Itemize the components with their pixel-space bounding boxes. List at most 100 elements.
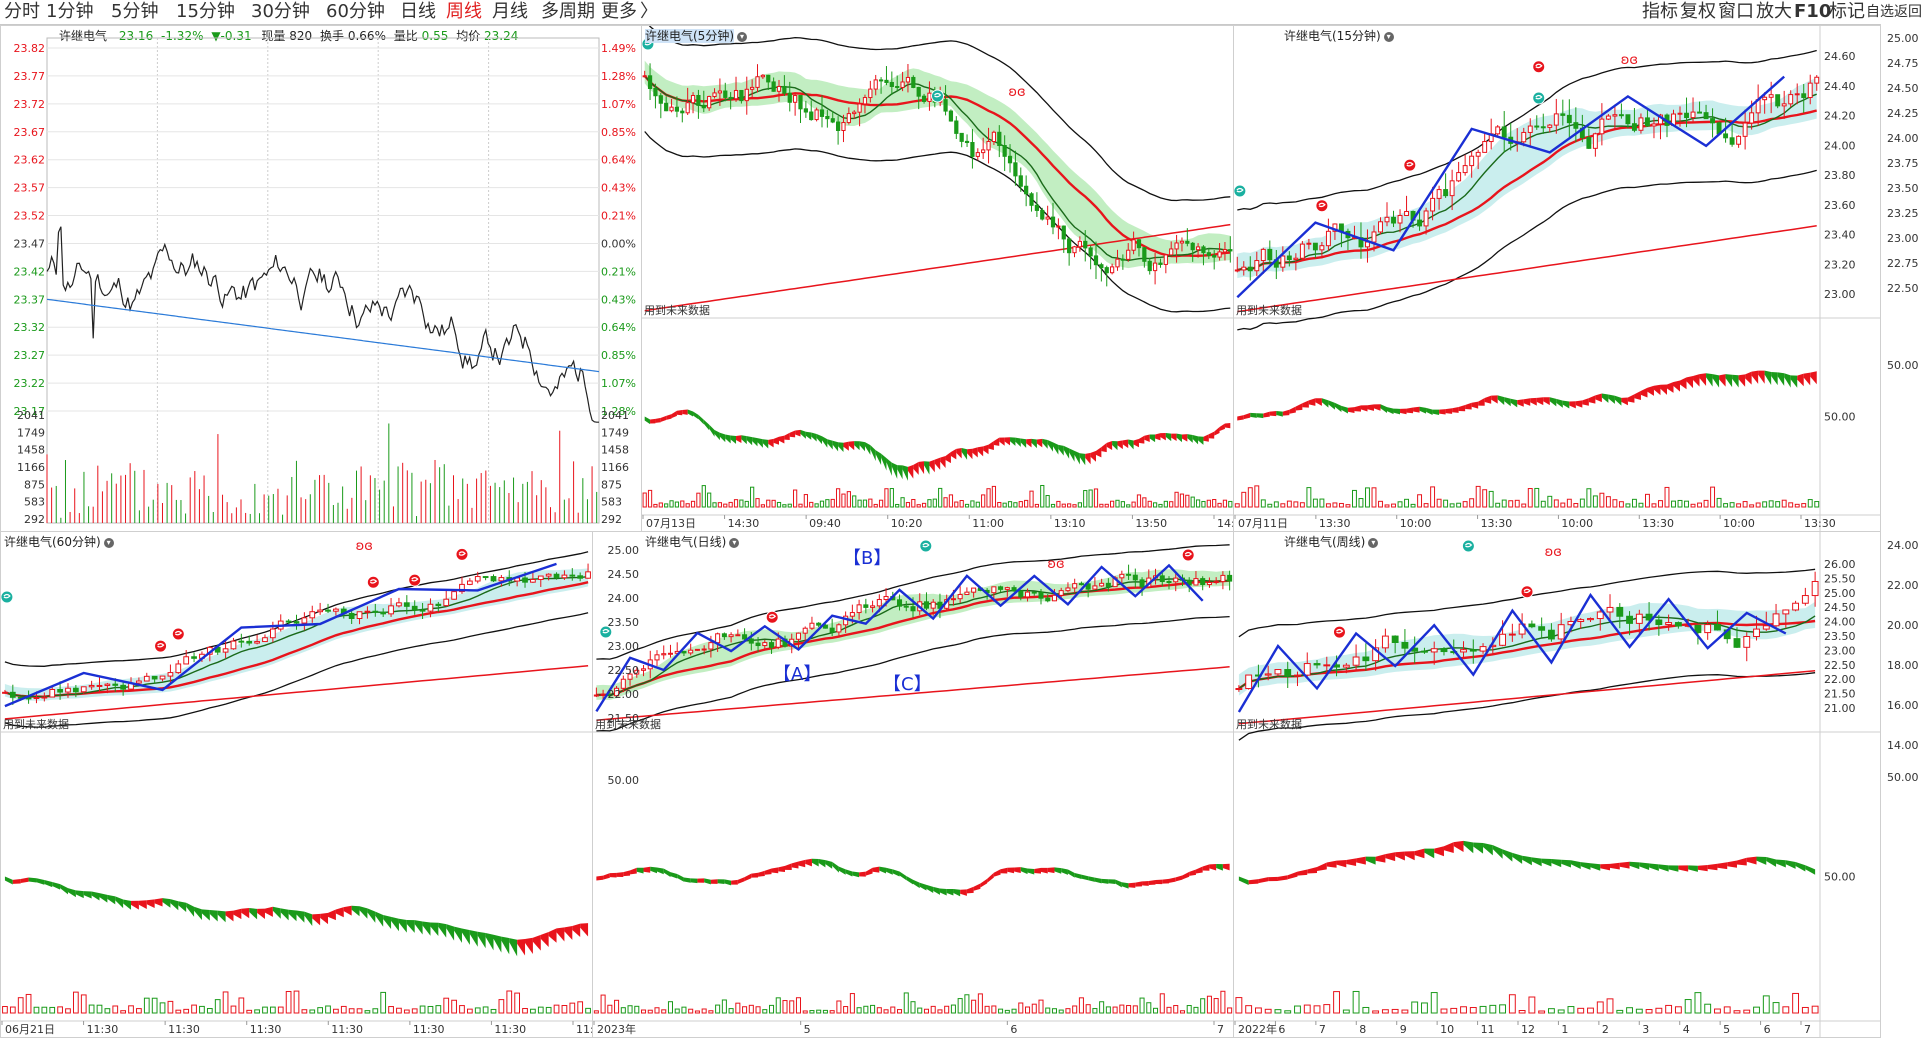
chart-daily[interactable]: ʚɞ 用到未来数据 2023年 5 6 7 【B】【A】 【C】 25.00 24.50 24.00… [593, 532, 1233, 1037]
zoom-button[interactable]: 放大 [1756, 1, 1792, 22]
candle-body [1460, 649, 1467, 653]
panel-15min[interactable]: ʚɞ 用到未来数据 24.60 24.40 24.20 24.00 23.80 23.60 23… [1233, 25, 1881, 532]
candle-body [1499, 633, 1507, 646]
sub-volume-bar [977, 993, 983, 1014]
oscillator-ribbon [1155, 433, 1161, 441]
oscillator-ribbon [1094, 877, 1102, 884]
sub-volume-bar [890, 1006, 896, 1014]
buy-signal-icon [1315, 199, 1329, 213]
sub-volume-bar [1088, 489, 1093, 508]
tab-15min[interactable]: 15分钟 [176, 1, 235, 22]
sub-volume-bar [1814, 501, 1820, 508]
tab-5min[interactable]: 5分钟 [111, 1, 159, 22]
candle-body [744, 88, 749, 102]
sub-volume-bar [775, 997, 781, 1014]
oscillator-ribbon [845, 869, 853, 877]
sub-volume-bar [301, 1009, 308, 1014]
candle-body [1762, 96, 1768, 101]
panel-60min[interactable]: ʚɞ 用到未来数据 06月21日 11:30 11:30 11:30 11:30 11:30 1… [0, 531, 593, 1038]
tab-30min[interactable]: 30分钟 [251, 1, 310, 22]
candle-body [1768, 94, 1774, 98]
oscillator-ribbon [257, 908, 265, 919]
sub-volume-bar [1342, 1009, 1350, 1014]
volume-tick-label: 583 [24, 496, 45, 509]
right-axis-tick: 24.00 [1887, 132, 1919, 145]
candle-body [685, 102, 690, 114]
sub-volume-bar [340, 1005, 347, 1014]
sub-volume-bar [1781, 499, 1787, 508]
buy-signal-icon [154, 639, 168, 653]
candle-body [1200, 578, 1206, 586]
sub-volume-bar [1557, 1009, 1565, 1014]
sub-volume-bar [88, 1004, 95, 1014]
tab-intraday[interactable]: 分时 [4, 1, 40, 22]
oscillator-ribbon [509, 938, 518, 957]
oscillator-ribbon [1556, 398, 1563, 408]
watchlist-button[interactable]: 自选 [1866, 4, 1894, 20]
oscillator-ribbon [52, 881, 61, 890]
oscillator-ribbon [469, 930, 478, 947]
panel-weekly[interactable]: ʚɞ 用到未来数据 26.00 25.50 25.00 24.50 24.00 23.50 23… [1233, 531, 1881, 1038]
candle-body [680, 110, 685, 114]
oscillator-ribbon [757, 438, 763, 448]
candle-body [723, 90, 728, 98]
panel-5min[interactable]: ʚɞ 用到未来数据 07月13日 14:30 09:40 10:20 11:00 13:10 1… [641, 25, 1234, 532]
tab-monthly[interactable]: 月线 [492, 1, 528, 22]
tab-more[interactable]: 更多 [601, 1, 637, 22]
oscillator-ribbon [1367, 404, 1374, 411]
candle-body [1743, 635, 1751, 648]
candle-body [1190, 242, 1195, 251]
candle-body [728, 96, 733, 100]
time-axis-label: 11 [1481, 1023, 1495, 1036]
chart-60min[interactable]: ʚɞ 用到未来数据 06月21日 11:30 11:30 11:30 11:30 11:30 1… [1, 532, 592, 1037]
oscillator-ribbon [60, 884, 68, 895]
window-button[interactable]: 窗口 [1718, 1, 1754, 22]
oscillator-ribbon [906, 876, 913, 885]
chart-15min[interactable]: ʚɞ 用到未来数据 24.60 24.40 24.20 24.00 23.80 23.60 23… [1234, 26, 1880, 531]
sub-volume-bar [1092, 1008, 1098, 1014]
tab-1min[interactable]: 1分钟 [46, 1, 94, 22]
indicator-button[interactable]: 指标 [1642, 1, 1678, 22]
more-arrow-icon[interactable]: 〉 [640, 1, 658, 22]
sub-volume-bar [1723, 1006, 1731, 1014]
oscillator-ribbon [784, 432, 790, 440]
tab-weekly[interactable]: 周线 [446, 1, 482, 22]
tab-multi-period[interactable]: 多周期 [541, 1, 595, 22]
oscillator-ribbon [1647, 385, 1654, 396]
candle-body [707, 95, 712, 109]
oscillator-ribbon [1393, 408, 1401, 415]
chart-5min[interactable]: ʚɞ 用到未来数据 07月13日 14:30 09:40 10:20 11:00 13:10 1… [642, 26, 1233, 531]
chart-weekly[interactable]: ʚɞ用到未来数据26.0025.5025.0024.5024.0023.5023… [1234, 532, 1880, 1037]
sub-volume-bar [819, 500, 825, 508]
mark-button[interactable]: 标记 [1829, 1, 1865, 22]
back-button[interactable]: 返回 [1894, 4, 1922, 20]
tab-60min[interactable]: 60分钟 [326, 1, 385, 22]
oscillator-ribbon [879, 866, 887, 874]
price-tick-label: 23.67 [14, 126, 46, 139]
sub-volume-bar [1401, 1009, 1409, 1014]
oscillator-ribbon [1543, 397, 1550, 406]
adjust-button[interactable]: 复权 [1680, 1, 1716, 22]
sub-volume-bar [748, 1004, 754, 1014]
candle-body [829, 627, 835, 633]
candle-body [1004, 587, 1010, 590]
panel-daily[interactable]: ʚɞ 用到未来数据 2023年 5 6 7 【B】 【A】 【C】 25.00 24.50 24.00… [592, 531, 1234, 1038]
candle-body [262, 637, 268, 643]
oscillator-ribbon [616, 872, 624, 878]
candle-body [1378, 221, 1383, 233]
f10-button[interactable]: F10 [1794, 1, 1832, 22]
title-60min: 许继电气(60分钟) ▾ [4, 533, 114, 550]
teal-signal-icon [931, 89, 944, 103]
intraday-panel[interactable]: 许继电气 23.16 -1.32% ▼-0.31 现量 820 换手 0.66%… [0, 25, 642, 532]
intraday-chart[interactable]: 23.82 1.49% 23.77 1.28% 23.72 1.07% 23.67 0.85%… [1, 26, 641, 531]
candle-body [191, 656, 197, 659]
tab-daily[interactable]: 日线 [400, 1, 436, 22]
sub-volume-bar [1024, 499, 1029, 508]
candle-body [803, 108, 808, 113]
sub-volume-bar [1227, 1007, 1233, 1014]
sub-volume-bar [1381, 1009, 1389, 1014]
sub-volume-bar [1303, 1004, 1311, 1014]
sub-volume-bar [744, 500, 749, 508]
oscillator-ribbon [966, 886, 974, 894]
time-axis-label: 5 [1723, 1023, 1730, 1036]
